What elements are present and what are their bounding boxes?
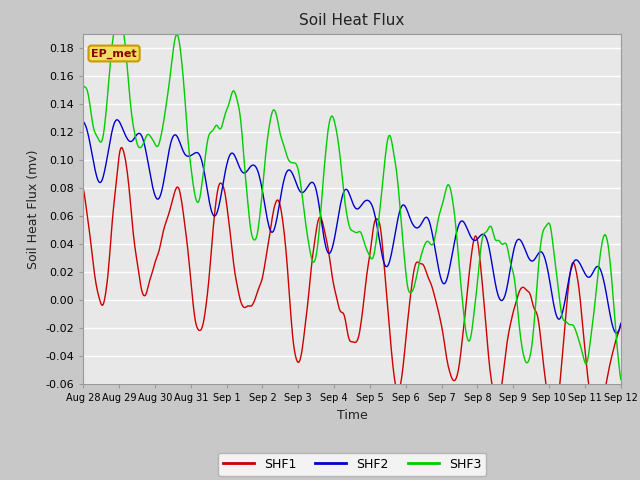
Line: SHF3: SHF3 <box>83 10 621 380</box>
Line: SHF2: SHF2 <box>83 120 621 333</box>
SHF3 <box>418 250 426 256</box>
SHF2 <box>113 117 121 123</box>
SHF2 <box>617 321 625 326</box>
SHF1 <box>89 258 97 264</box>
Line: SHF1: SHF1 <box>83 147 621 417</box>
SHF2 <box>228 150 236 156</box>
SHF1 <box>418 261 426 267</box>
SHF2 <box>200 166 207 171</box>
SHF3 <box>79 83 87 88</box>
SHF2 <box>418 220 426 226</box>
X-axis label: Time: Time <box>337 408 367 421</box>
SHF2 <box>89 156 97 162</box>
SHF1 <box>118 144 125 150</box>
SHF3 <box>434 220 442 226</box>
SHF1 <box>79 185 87 191</box>
SHF1 <box>145 280 153 286</box>
Legend: SHF1, SHF2, SHF3: SHF1, SHF2, SHF3 <box>218 453 486 476</box>
SHF2 <box>145 165 153 171</box>
SHF2 <box>434 261 442 266</box>
Y-axis label: Soil Heat Flux (mv): Soil Heat Flux (mv) <box>27 149 40 268</box>
SHF2 <box>612 330 620 336</box>
SHF2 <box>79 119 87 124</box>
SHF3 <box>228 90 236 96</box>
SHF3 <box>617 377 625 383</box>
Text: EP_met: EP_met <box>92 48 137 59</box>
SHF3 <box>115 7 123 13</box>
SHF1 <box>549 414 557 420</box>
SHF3 <box>89 122 97 128</box>
SHF1 <box>617 322 625 328</box>
SHF1 <box>228 246 236 252</box>
SHF3 <box>145 132 153 138</box>
SHF1 <box>200 319 207 324</box>
SHF1 <box>434 305 442 311</box>
Title: Soil Heat Flux: Soil Heat Flux <box>300 13 404 28</box>
SHF3 <box>200 168 207 173</box>
